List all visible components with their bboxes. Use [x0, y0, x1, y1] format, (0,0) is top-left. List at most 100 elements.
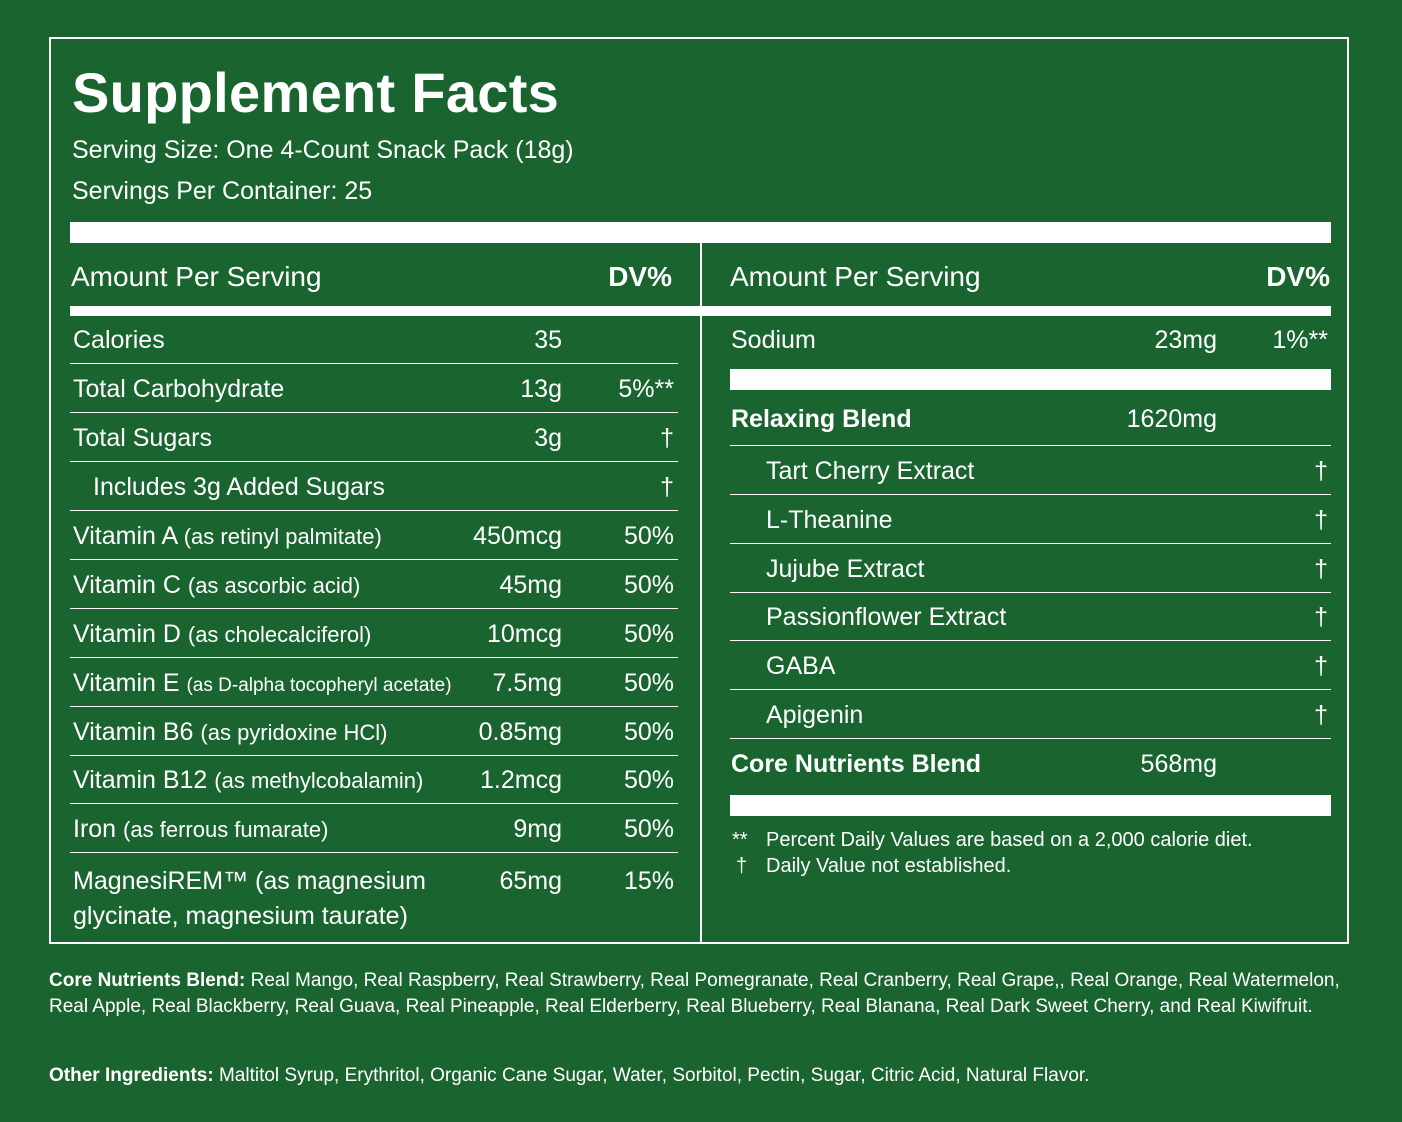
nutrient-amount: 7.5mg [492, 669, 562, 697]
nutrient-dv: 5%** [618, 375, 674, 403]
blend-item-name: Passionflower Extract [766, 603, 1007, 631]
nutrient-amount: 1.2mcg [480, 766, 562, 794]
blend-item-dv: † [1314, 555, 1328, 583]
footnote-text: Daily Value not established. [766, 855, 1012, 877]
nutrient-name: Vitamin B12 (as methylcobalamin) [73, 766, 423, 795]
blend-item-name: L-Theanine [766, 506, 893, 534]
nutrient-source: (as pyridoxine HCl) [200, 720, 388, 745]
nutrient-source: (as retinyl palmitate) [183, 524, 382, 549]
ingredients-label: Other Ingredients: [49, 1065, 214, 1086]
footnote-mark: ** [732, 829, 748, 851]
nutrient-row-vitamin-a: Vitamin A (as retinyl palmitate) 450mcg … [70, 511, 678, 560]
column-divider [700, 243, 702, 944]
nutrient-name-main: Vitamin D [73, 620, 181, 648]
nutrient-dv: 50% [623, 571, 674, 599]
nutrient-row-sodium: Sodium 23mg 1%** [730, 316, 1331, 368]
nutrient-dv: 50% [623, 620, 674, 648]
blend-item-dv: † [1314, 652, 1328, 680]
blend-item-row: Passionflower Extract † [730, 593, 1331, 641]
blend-item-row: Jujube Extract † [730, 544, 1331, 593]
nutrient-name-main: Vitamin B12 [73, 766, 208, 794]
nutrient-name-main: Vitamin C [73, 571, 181, 599]
nutrient-name: Sodium [731, 326, 816, 354]
ingredients-label: Core Nutrients Blend: [49, 970, 246, 991]
nutrient-name: Vitamin B6 (as pyridoxine HCl) [73, 718, 387, 747]
nutrient-amount: 23mg [1154, 326, 1217, 354]
left-header-divider [70, 306, 700, 316]
nutrient-source: (as methylcobalamin) [214, 768, 424, 793]
nutrient-row-vitamin-d: Vitamin D (as cholecalciferol) 10mcg 50% [70, 609, 678, 658]
blend-item-row: GABA † [730, 641, 1331, 690]
left-dv-header: DV% [608, 261, 672, 292]
nutrient-row-vitamin-b12: Vitamin B12 (as methylcobalamin) 1.2mcg … [70, 756, 678, 804]
nutrient-name: Vitamin A (as retinyl palmitate) [73, 522, 382, 551]
blend-item-name: Jujube Extract [766, 555, 925, 583]
blend-amount: 1620mg [1126, 405, 1217, 433]
footnote-daily-values: ** Percent Daily Values are based on a 2,… [732, 829, 1253, 852]
nutrient-source: (as ascorbic acid) [187, 573, 361, 598]
blend-item-row: Tart Cherry Extract † [730, 446, 1331, 495]
nutrient-name: Total Sugars [73, 424, 212, 452]
nutrient-name: Total Carbohydrate [73, 375, 285, 403]
core-nutrients-ingredients: Core Nutrients Blend: Real Mango, Real R… [49, 968, 1349, 1020]
nutrient-dv: 50% [623, 815, 674, 843]
blend-item-name: GABA [766, 652, 836, 680]
nutrient-source: (as ferrous fumarate) [123, 817, 329, 842]
nutrient-name-line2: glycinate, magnesium taurate) [73, 902, 408, 930]
blend-row-core-nutrients: Core Nutrients Blend 568mg [730, 739, 1331, 794]
nutrient-name: Vitamin C (as ascorbic acid) [73, 571, 360, 600]
blend-item-row: Apigenin † [730, 690, 1331, 739]
nutrient-amount: 3g [534, 424, 562, 452]
nutrient-source: (as D-alpha tocopheryl acetate) [186, 675, 452, 696]
footnote-dv-not-established: † Daily Value not established. [732, 855, 1011, 878]
nutrient-dv: † [660, 424, 674, 452]
top-thick-divider [70, 222, 1331, 243]
right-dv-header: DV% [1266, 261, 1330, 292]
nutrient-dv: 50% [623, 522, 674, 550]
nutrient-name-main: Vitamin E [73, 669, 180, 697]
nutrient-row-iron: Iron (as ferrous fumarate) 9mg 50% [70, 804, 678, 853]
nutrient-name-main: Iron [73, 815, 117, 843]
nutrient-dv: 50% [623, 718, 674, 746]
servings-per-container: Servings Per Container: 25 [72, 177, 373, 205]
nutrient-dv: 50% [623, 766, 674, 794]
nutrient-row-vitamin-b6: Vitamin B6 (as pyridoxine HCl) 0.85mg 50… [70, 707, 678, 756]
right-header-divider [702, 306, 1331, 316]
nutrient-amount: 9mg [513, 815, 562, 843]
left-amount-header: Amount Per Serving [71, 261, 322, 292]
footnote-text: Percent Daily Values are based on a 2,00… [766, 829, 1253, 851]
nutrient-name: Vitamin D (as cholecalciferol) [73, 620, 371, 649]
nutrient-dv: 1%** [1272, 326, 1328, 354]
blend-item-row: L-Theanine † [730, 495, 1331, 544]
ingredients-text: Maltitol Syrup, Erythritol, Organic Cane… [213, 1065, 1090, 1086]
nutrient-row-total-carbohydrate: Total Carbohydrate 13g 5%** [70, 364, 678, 413]
other-ingredients: Other Ingredients: Maltitol Syrup, Eryth… [49, 1063, 1349, 1089]
sodium-thick-divider [730, 369, 1331, 390]
blend-name: Relaxing Blend [731, 405, 912, 433]
nutrient-dv: 15% [623, 867, 674, 895]
nutrient-row-calories: Calories 35 [70, 316, 678, 364]
ingredients-text: Real Mango, Real Raspberry, Real Strawbe… [49, 970, 1340, 1017]
blend-item-dv: † [1314, 603, 1328, 631]
nutrient-source: (as cholecalciferol) [187, 622, 372, 647]
nutrient-name: Includes 3g Added Sugars [93, 473, 385, 501]
nutrient-name-main: Vitamin B6 [73, 718, 194, 746]
panel-title: Supplement Facts [72, 61, 560, 124]
blend-row-relaxing: Relaxing Blend 1620mg [730, 391, 1331, 446]
nutrient-row-magnesirem: MagnesiREM™ (as magnesium glycinate, mag… [70, 853, 678, 938]
nutrient-name: MagnesiREM™ (as magnesium [73, 867, 426, 895]
nutrient-row-vitamin-c: Vitamin C (as ascorbic acid) 45mg 50% [70, 560, 678, 609]
nutrient-dv: † [660, 473, 674, 501]
blend-item-dv: † [1314, 506, 1328, 534]
blend-name: Core Nutrients Blend [731, 750, 982, 778]
nutrient-name-main: Vitamin A [73, 522, 177, 550]
nutrient-name: Iron (as ferrous fumarate) [73, 815, 328, 844]
nutrient-row-vitamin-e: Vitamin E (as D-alpha tocopheryl acetate… [70, 658, 678, 707]
supplement-facts-panel [49, 37, 1349, 944]
blend-item-name: Tart Cherry Extract [766, 457, 975, 485]
core-blend-thick-divider [730, 795, 1331, 816]
nutrient-amount: 13g [520, 375, 562, 403]
nutrient-dv: 50% [623, 669, 674, 697]
blend-item-dv: † [1314, 457, 1328, 485]
right-amount-header: Amount Per Serving [730, 261, 981, 292]
